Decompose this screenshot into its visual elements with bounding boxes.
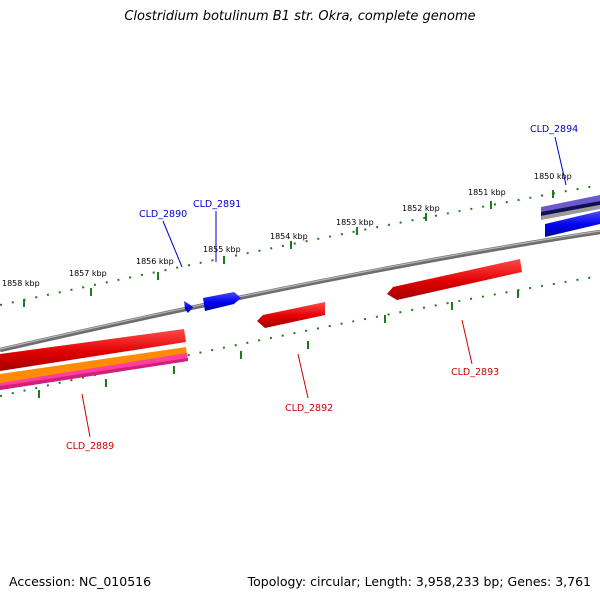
tick-label-1858: 1858 kbp [2,279,40,288]
kbp-labels: 1850 kbp 1851 kbp 1852 kbp 1853 kbp 1854… [2,172,572,288]
label-cld-2893: CLD_2893 [451,367,499,378]
leader-cld-2893 [461,319,473,365]
label-cld-2892: CLD_2892 [285,403,333,414]
outer-tick-ring [0,184,600,306]
tick-label-1852: 1852 kbp [402,204,440,213]
purple-feature [541,195,600,213]
gene-cld-2894-arrow [545,211,600,237]
tick-label-1856: 1856 kbp [136,257,174,266]
leader-cld-2892 [297,353,309,399]
leader-cld-2890 [162,220,183,268]
genome-summary-text: Topology: circular; Length: 3,958,233 bp… [247,574,591,589]
leader-cld-2894 [554,136,567,186]
accession-text: Accession: NC_010516 [9,574,152,589]
gene-cld-2891-arrow [203,292,241,311]
outer-major-ticks [23,190,554,307]
tick-label-1854: 1854 kbp [270,232,308,241]
gene-cld-2890-arrow [184,301,193,313]
tick-label-1850: 1850 kbp [534,172,572,181]
label-cld-2889: CLD_2889 [66,441,114,452]
grey-feature [541,205,600,220]
tick-label-1851: 1851 kbp [468,188,506,197]
gene-cld-2892-arrow [257,302,325,328]
magenta-feature-shade [0,358,188,390]
tick-label-1853: 1853 kbp [336,218,374,227]
inner-major-ticks [38,290,519,398]
label-cld-2894: CLD_2894 [530,124,578,135]
label-cld-2891: CLD_2891 [193,199,241,210]
gene-cld-2893-arrow [387,259,522,300]
label-cld-2890: CLD_2890 [139,209,187,220]
map-title: Clostridium botulinum B1 str. Okra, comp… [124,9,476,24]
orange-feature [0,347,187,383]
gene-cld-2889-arrow [0,329,186,371]
leader-cld-2889 [81,393,91,438]
tick-label-1857: 1857 kbp [69,269,107,278]
genome-backbone [0,229,600,353]
navy-feature [541,201,600,216]
genome-backbone-highlight [0,230,600,350]
tick-label-1855: 1855 kbp [203,245,241,254]
